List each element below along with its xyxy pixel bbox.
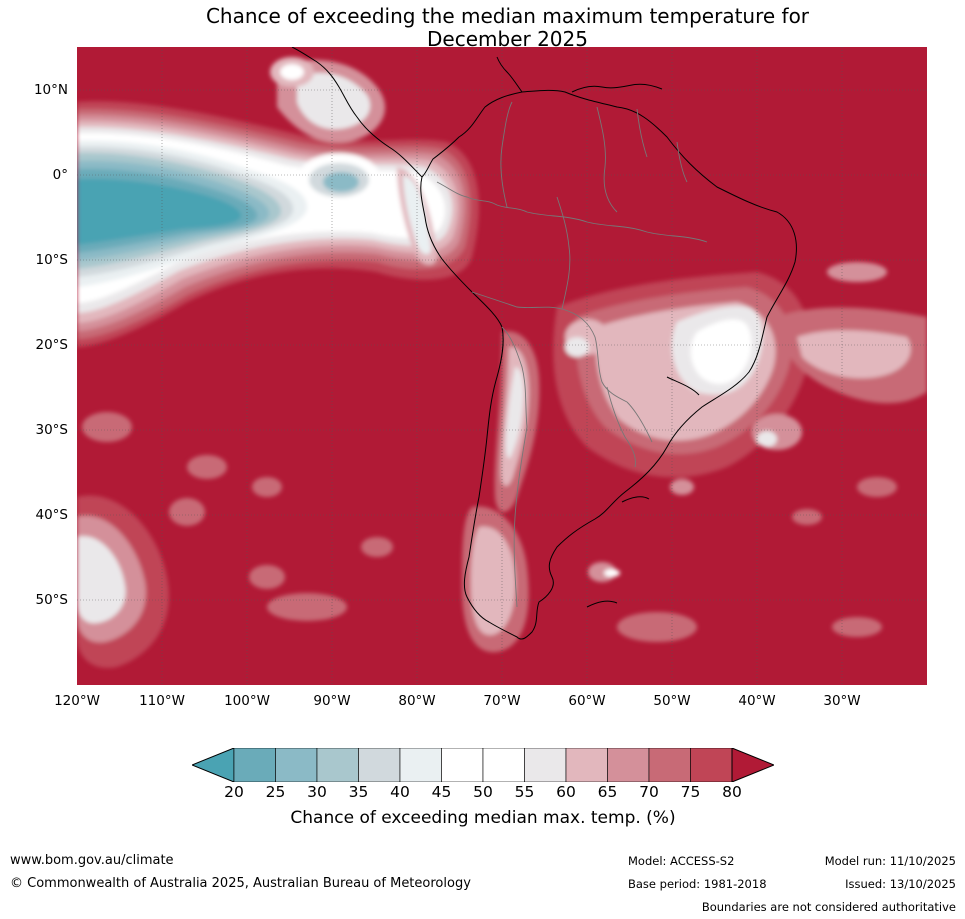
- anomaly-patches: [77, 262, 927, 668]
- title-line-1: Chance of exceeding the median maximum t…: [205, 4, 810, 28]
- colorbar-segment: [648, 747, 691, 783]
- lon-label-80w: 80°W: [398, 693, 436, 709]
- website-link[interactable]: www.bom.gov.au/climate: [10, 853, 174, 868]
- lat-label-50s: 50°S: [35, 592, 69, 608]
- colorbar-tick-label: 35: [348, 783, 369, 801]
- colorbar-tick-label: 60: [556, 783, 576, 801]
- colorbar-tick-label: 45: [431, 783, 452, 801]
- colorbar-tick-label: 20: [224, 783, 244, 801]
- coastlines: [291, 47, 797, 640]
- colorbar-segment: [441, 747, 484, 783]
- colorbar-segment: [524, 747, 567, 783]
- colorbar-tick-label: 65: [597, 783, 618, 801]
- colorbar-svg: [190, 747, 776, 783]
- lon-label-110w: 110°W: [139, 693, 185, 709]
- colorbar-segments: [233, 747, 733, 783]
- boundaries-note: Boundaries are not considered authoritat…: [701, 900, 956, 914]
- lon-label-90w: 90°W: [313, 693, 351, 709]
- lat-label-20s: 20°S: [35, 337, 69, 353]
- copyright-text: © Commonwealth of Australia 2025, Austra…: [10, 876, 471, 891]
- colorbar-tick-label: 25: [265, 783, 286, 801]
- colorbar-segment: [275, 747, 318, 783]
- model-run-date: Model run: 11/10/2025: [824, 854, 956, 868]
- colorbar-segment: [482, 747, 525, 783]
- lon-label-120w: 120°W: [54, 693, 100, 709]
- colorbar-tick-label: 75: [680, 783, 701, 801]
- lat-label-40s: 40°S: [35, 507, 69, 523]
- colorbar-under-triangle: [190, 747, 235, 783]
- lat-label-0: 0°: [52, 167, 68, 183]
- map-svg: [77, 47, 927, 685]
- colorbar-tick-label: 40: [390, 783, 410, 801]
- lat-label-30s: 30°S: [35, 422, 69, 438]
- colorbar-tick-label: 30: [307, 783, 327, 801]
- issued-date: Issued: 13/10/2025: [845, 877, 956, 891]
- title-line-2: December 2025: [427, 27, 588, 51]
- colorbar-segment: [358, 747, 401, 783]
- lon-label-100w: 100°W: [224, 693, 270, 709]
- pacific-cool-region: [77, 57, 479, 347]
- colorbar-label: Chance of exceeding median max. temp. (%…: [290, 808, 676, 828]
- colorbar-segment: [690, 747, 733, 783]
- forecast-map: [77, 47, 927, 685]
- graticule: [77, 47, 927, 685]
- colorbar-tick-label: 80: [722, 783, 742, 801]
- lon-label-60w: 60°W: [568, 693, 606, 709]
- colorbar-segment: [316, 747, 359, 783]
- lon-label-70w: 70°W: [483, 693, 521, 709]
- lat-label-10n: 10°N: [33, 82, 68, 98]
- colorbar-over-triangle: [731, 747, 776, 783]
- borders: [436, 101, 708, 608]
- colorbar-tick-label: 55: [514, 783, 535, 801]
- colorbar-segment: [565, 747, 608, 783]
- lon-label-40w: 40°W: [738, 693, 776, 709]
- colorbar-segment: [607, 747, 650, 783]
- lon-label-30w: 30°W: [823, 693, 861, 709]
- chart-title: Chance of exceeding the median maximum t…: [0, 5, 965, 51]
- colorbar-segment: [233, 747, 276, 783]
- colorbar-segment: [399, 747, 442, 783]
- lat-label-10s: 10°S: [35, 252, 69, 268]
- colorbar-tick-label: 70: [639, 783, 659, 801]
- model-name: Model: ACCESS-S2: [628, 854, 735, 868]
- colorbar-tick-label: 50: [473, 783, 493, 801]
- colorbar: [190, 747, 776, 783]
- lon-label-50w: 50°W: [653, 693, 691, 709]
- base-period: Base period: 1981-2018: [628, 877, 767, 891]
